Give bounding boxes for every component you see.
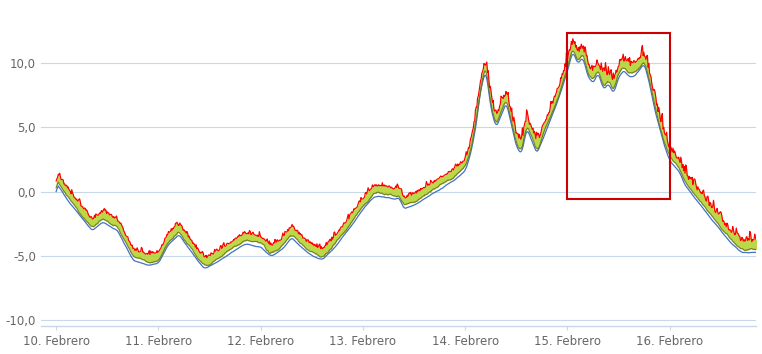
Bar <box>567 33 670 199</box>
